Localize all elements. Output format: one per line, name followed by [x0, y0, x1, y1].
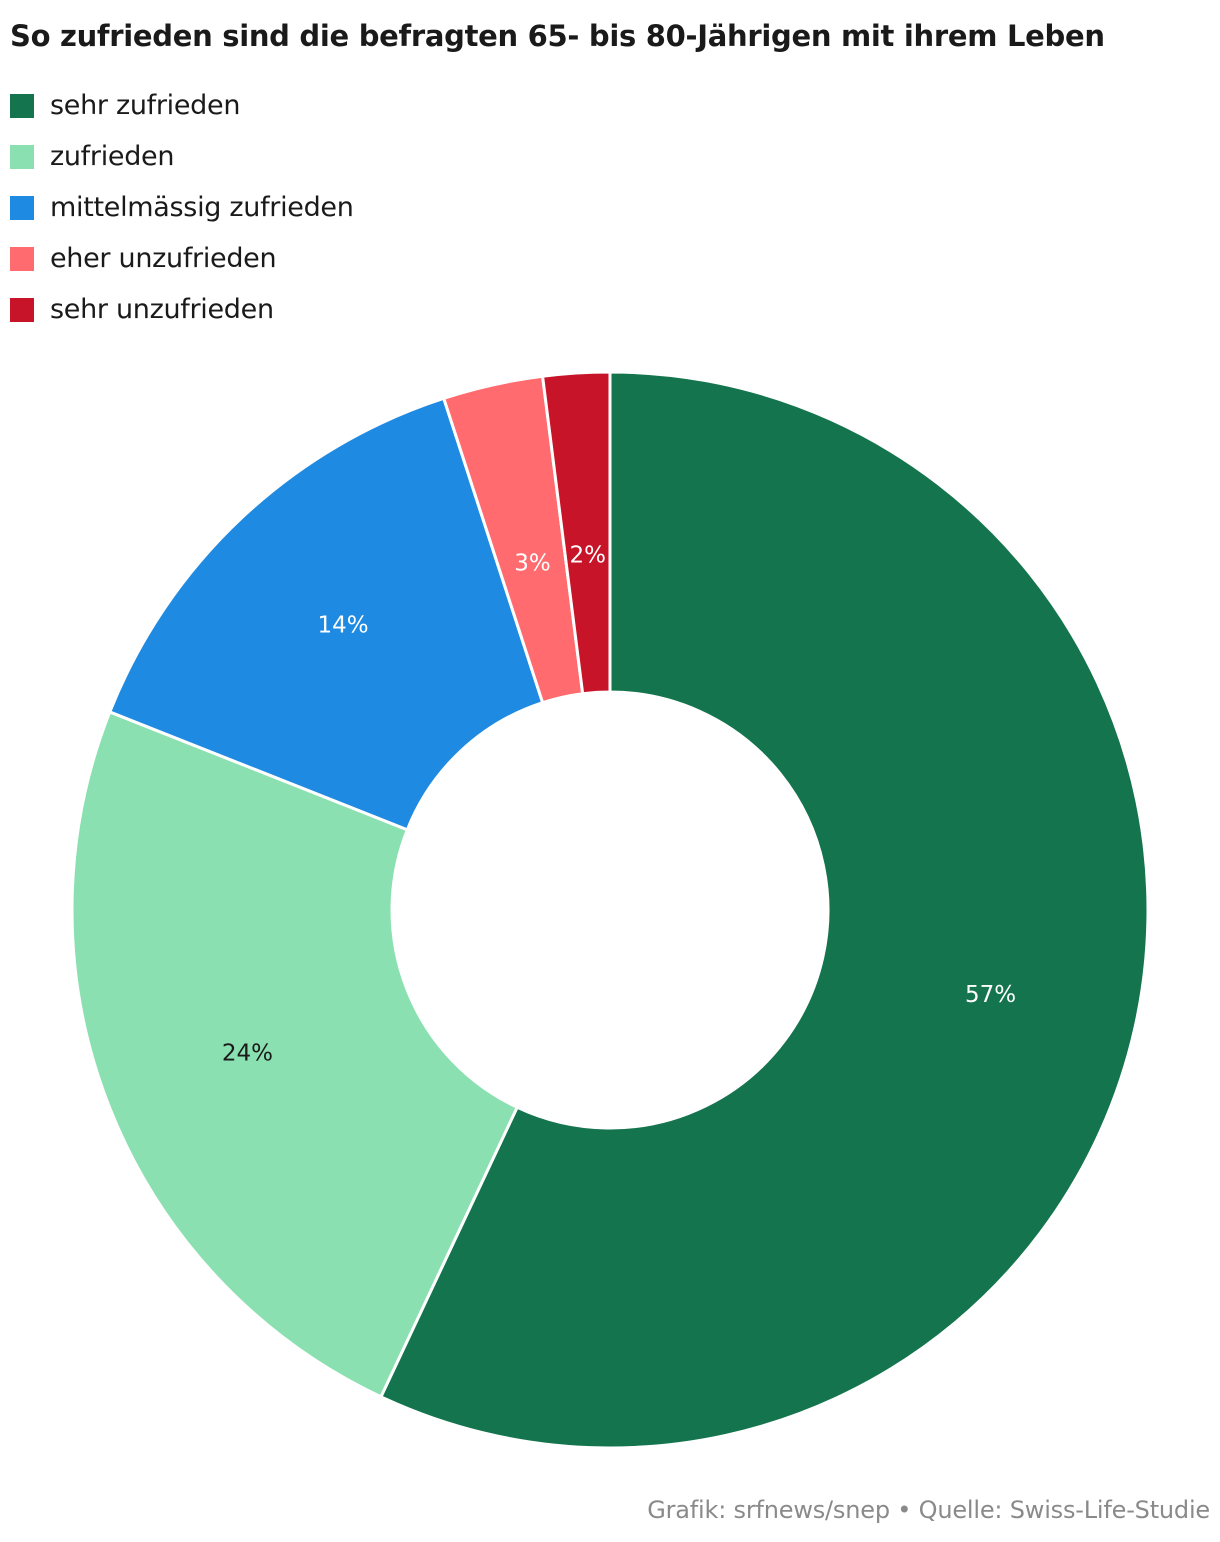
- slice-value-label: 24%: [222, 1041, 273, 1067]
- donut-slice: [378, 370, 1150, 1450]
- donut-slice: [107, 396, 545, 832]
- legend-item: eher unzufrieden: [10, 233, 354, 284]
- slice-value-label: 14%: [317, 613, 368, 639]
- source-credit: Grafik: srfnews/snep • Quelle: Swiss-Lif…: [647, 1496, 1210, 1524]
- legend-swatch: [10, 93, 34, 118]
- legend-swatch: [10, 297, 34, 322]
- slice-value-label: 57%: [965, 982, 1016, 1008]
- legend-item: mittelmässig zufrieden: [10, 182, 354, 233]
- slice-value-label: 3%: [514, 551, 551, 577]
- legend-label: mittelmässig zufrieden: [50, 192, 354, 223]
- legend-item: sehr unzufrieden: [10, 284, 354, 335]
- legend-label: zufrieden: [50, 141, 175, 172]
- donut-slice: [70, 710, 520, 1399]
- legend-label: eher unzufrieden: [50, 243, 277, 274]
- chart-title: So zufrieden sind die befragten 65- bis …: [10, 19, 1105, 53]
- legend-item: zufrieden: [10, 131, 354, 182]
- legend: sehr zufrieden zufrieden mittelmässig zufr…: [10, 80, 354, 335]
- legend-label: sehr unzufrieden: [50, 294, 274, 325]
- legend-swatch: [10, 246, 34, 271]
- legend-label: sehr zufrieden: [50, 90, 241, 121]
- legend-swatch: [10, 195, 34, 220]
- legend-swatch: [10, 144, 34, 169]
- slice-value-label: 2%: [569, 543, 606, 569]
- legend-item: sehr zufrieden: [10, 80, 354, 131]
- donut-slice: [540, 370, 612, 696]
